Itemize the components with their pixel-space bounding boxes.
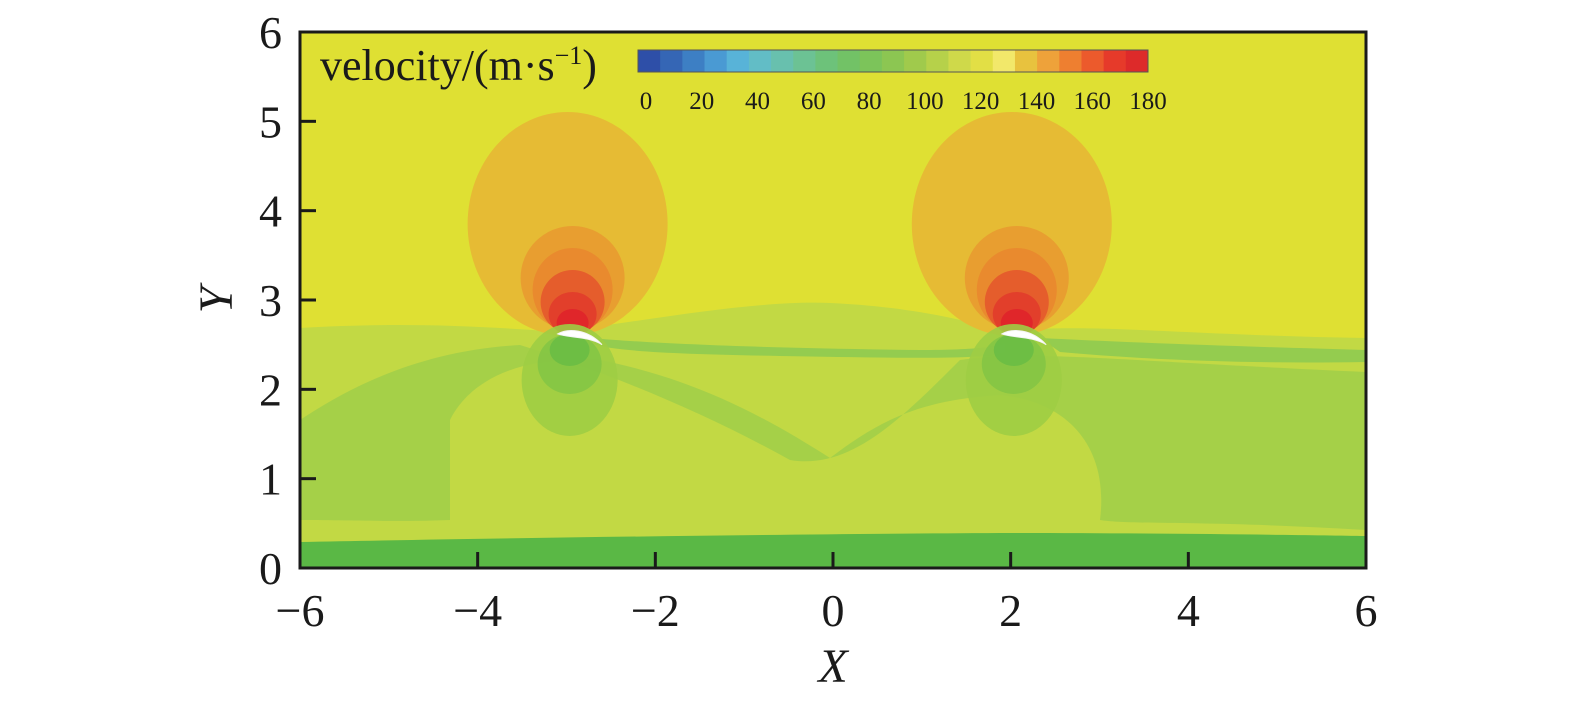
airfoil-wakes [590,338,1366,363]
colorbar-swatch [726,50,750,72]
colorbar-swatch [660,50,683,72]
colorbar-tick-label: 20 [689,88,714,115]
colorbar-tick-labels: 0 20 40 60 80 100 120 140 160 180 [640,88,1167,115]
colorbar-swatch [859,50,883,72]
colorbar-swatch [904,50,927,72]
colorbar-swatch [748,50,772,72]
colorbar-title: velocity/(m·s−1) [320,41,597,90]
colorbar-tick-label: 120 [962,88,1000,115]
y-tick-label: 4 [259,186,282,237]
wake-1 [590,338,1005,358]
y-tick-label: 3 [259,275,282,326]
airfoil-1-lower-lobe-3 [549,333,590,366]
wake-2 [1040,338,1366,363]
y-tick-label: 1 [259,454,282,505]
wall-layer [300,533,1366,568]
low-speed-pocket [300,345,1366,530]
colorbar-swatch [1059,50,1082,72]
colorbar-swatch [1037,50,1060,72]
colorbar-swatch [815,50,839,72]
velocity-lobes [467,111,1112,436]
colorbar-title-close: ) [582,41,597,90]
colorbar-swatch [881,50,905,72]
y-axis-title: Y [190,282,243,313]
x-tick-label: −6 [276,585,325,636]
colorbar-swatch [992,50,1016,72]
colorbar-swatch [1103,50,1127,72]
colorbar-swatch [948,50,972,72]
colorbar-tick-label: 100 [906,88,944,115]
colorbar-swatch [682,50,706,72]
airfoil-1 [556,330,603,346]
colorbar-tick-label: 140 [1018,88,1056,115]
colorbar-frame [637,49,1149,73]
x-tick-label: 4 [1177,585,1200,636]
airfoil-2-lower-lobe-3 [993,333,1034,366]
colorbar-swatch [793,50,816,72]
colorbar-swatch [926,50,949,72]
colorbar-tick-label: 160 [1073,88,1111,115]
colorbar-title-exponent: −1 [555,41,583,70]
colorbar-tick-label: 40 [745,88,770,115]
x-axis-title: X [816,640,849,693]
colorbar-swatch [1014,50,1038,72]
y-tick-label: 5 [259,96,282,147]
x-tick-label: 2 [999,585,1022,636]
colorbar-title-base: velocity/(m·s [320,41,555,90]
colorbar-swatch [970,50,994,72]
colorbar-swatches [638,50,1149,72]
y-tick-label: 2 [259,364,282,415]
x-tick-label: 6 [1355,585,1378,636]
colorbar-tick-label: 180 [1129,88,1167,115]
colorbar-swatch [771,50,794,72]
colorbar-tick-label: 60 [801,88,826,115]
colorbar-swatch [638,50,661,72]
colorbar: velocity/(m·s−1) 0 20 40 60 80 100 120 140 160 18… [320,41,1167,115]
x-tick-label: −2 [631,585,680,636]
y-tick-label: 0 [259,543,282,594]
y-axis-ticks: 0 1 2 3 4 5 6 [259,7,316,594]
colorbar-swatch [1125,50,1149,72]
x-tick-label: 0 [822,585,845,636]
velocity-field [300,32,1366,568]
airfoil-2 [1000,330,1047,346]
y-tick-label: 6 [259,7,282,58]
colorbar-swatch [837,50,861,72]
colorbar-tick-label: 80 [857,88,882,115]
colorbar-swatch [1081,50,1105,72]
x-tick-label: −4 [453,585,502,636]
colorbar-swatch [704,50,728,72]
colorbar-tick-label: 0 [640,88,653,115]
x-axis-ticks: −6 −4 −2 0 2 4 6 [276,552,1378,636]
